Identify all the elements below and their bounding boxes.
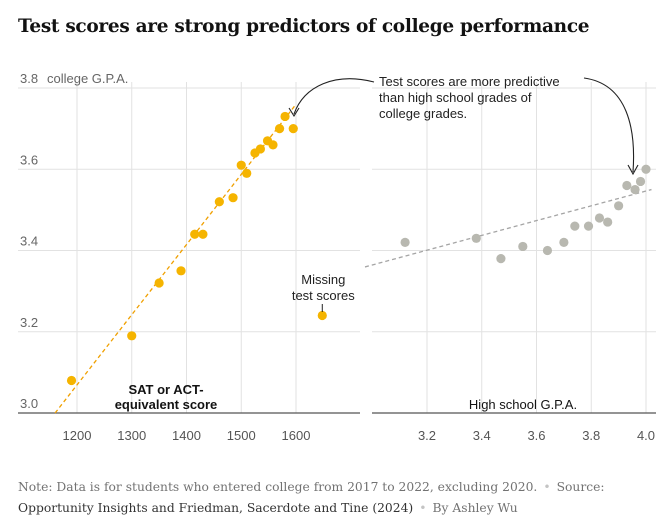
data-point-hs-gpa: [630, 184, 640, 195]
footnote: Note: Data is for students who entered c…: [18, 477, 658, 519]
note-text: Note: Data is for students who entered c…: [18, 480, 538, 494]
annotation-missing-line2: test scores: [292, 288, 355, 303]
data-point-test-score: [154, 278, 164, 288]
data-point-test-score: [198, 229, 208, 239]
x-axis-title-right: High school G.P.A.: [469, 397, 577, 412]
y-tick-label: 3.0: [20, 396, 38, 411]
data-point-hs-gpa: [641, 164, 651, 174]
data-point-hs-gpa: [583, 221, 594, 231]
source-label: Source:: [556, 480, 605, 494]
data-point-test-score: [127, 331, 137, 341]
data-point-hs-gpa: [635, 176, 646, 187]
annotation-main-line: college grades.: [379, 106, 467, 121]
x-tick-label-right: 3.2: [418, 428, 436, 443]
data-point-hs-gpa: [594, 213, 605, 223]
x-tick-label-left: 1300: [117, 428, 146, 443]
x-tick-label-left: 1500: [227, 428, 256, 443]
data-point-test-score: [268, 140, 278, 150]
data-point-hs-gpa: [622, 180, 632, 191]
annotation-missing-line1: Missing: [301, 272, 345, 287]
data-point-hs-gpa: [496, 254, 506, 264]
y-tick-label: 3.6: [20, 152, 38, 167]
annotation-main-line: Test scores are more predictive: [379, 74, 560, 89]
separator-dot: •: [419, 501, 427, 515]
annotation-arrowhead-left: [288, 107, 300, 118]
trend-line-hs-gpa: [364, 188, 652, 268]
data-point-hs-gpa: [570, 221, 580, 231]
data-point-test-score: [274, 124, 285, 134]
data-point-hs-gpa: [471, 233, 481, 243]
data-point-test-score: [228, 193, 238, 203]
data-point-test-score: [176, 266, 186, 276]
data-point-hs-gpa: [603, 217, 613, 227]
x-tick-label-left: 1400: [172, 428, 201, 443]
y-tick-label: 3.4: [20, 234, 38, 249]
byline: By Ashley Wu: [432, 501, 518, 515]
annotation-arrow-right: [583, 77, 635, 173]
data-point-hs-gpa: [614, 201, 624, 211]
x-tick-label-right: 4.0: [637, 428, 655, 443]
data-point-test-score: [236, 160, 246, 170]
data-point-test-score: [190, 229, 200, 239]
data-point-test-score: [242, 168, 252, 178]
data-point-hs-gpa: [400, 237, 410, 247]
data-point-hs-gpa: [542, 245, 553, 256]
x-tick-label-right: 3.4: [473, 428, 491, 443]
data-point-test-score: [255, 144, 266, 154]
annotation-arrow-left: [293, 78, 375, 115]
x-tick-label-right: 3.6: [527, 428, 545, 443]
x-tick-label-left: 1200: [63, 428, 92, 443]
y-axis-label: college G.P.A.: [47, 71, 128, 86]
chart-area: 3.0 3.2 3.4 3.6 3.8 college G.P.A. 1200 1300 140…: [18, 71, 656, 443]
x-axis-title-left-line2: equivalent score: [115, 397, 218, 412]
chart-title: Test scores are strong predictors of col…: [18, 16, 590, 37]
data-point-test-score: [288, 124, 298, 134]
x-tick-label-left: 1600: [282, 428, 311, 443]
y-tick-label: 3.8: [20, 71, 38, 86]
data-point-test-score: [66, 375, 77, 386]
data-point-test-score: [214, 197, 224, 207]
x-tick-label-right: 3.8: [582, 428, 600, 443]
annotation-arrowhead-right: [627, 164, 639, 176]
annotation-main-line: than high school grades of: [379, 90, 532, 105]
data-point-test-score: [280, 111, 290, 122]
data-point-missing-test-scores: [317, 310, 327, 321]
data-point-hs-gpa: [518, 241, 528, 252]
y-tick-label: 3.2: [20, 315, 38, 330]
x-axis-title-left-line1: SAT or ACT-: [128, 382, 203, 397]
separator-dot: •: [543, 480, 551, 494]
trend-line-test-scores: [54, 103, 297, 414]
data-point-hs-gpa: [559, 237, 569, 247]
source-text: Opportunity Insights and Friedman, Sacer…: [18, 501, 414, 515]
